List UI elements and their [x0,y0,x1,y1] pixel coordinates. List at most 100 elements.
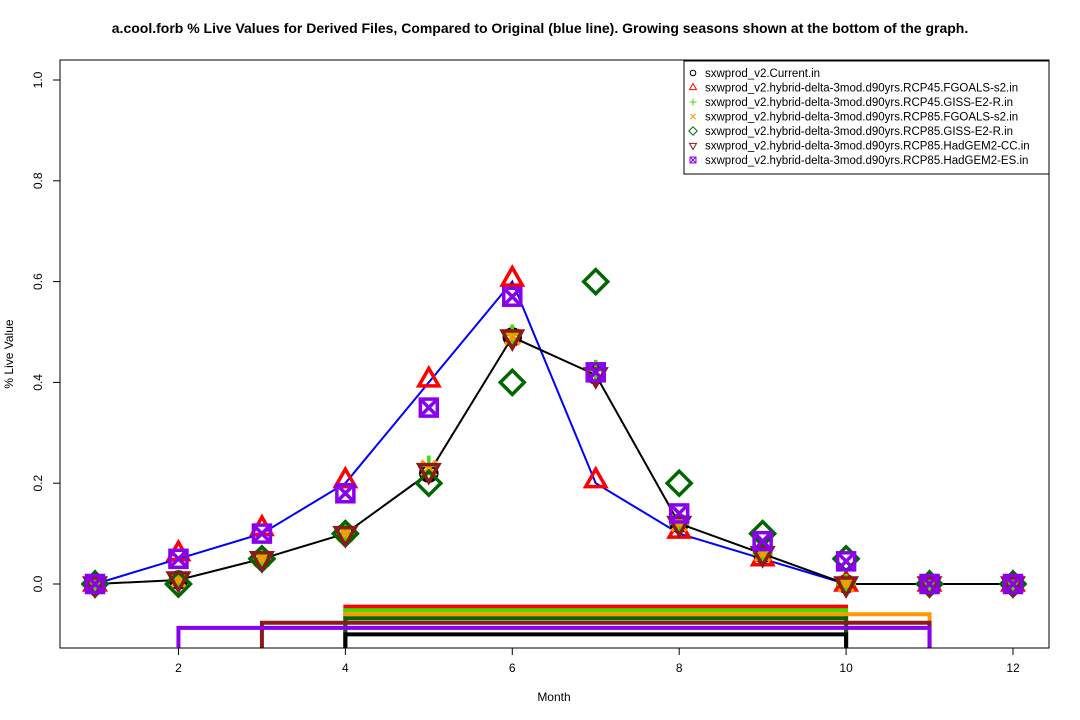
growing-season-bar [176,625,932,648]
data-point-shape [248,551,275,574]
chart-title: a.cool.forb % Live Values for Derived Fi… [111,20,969,36]
data-point [582,465,609,489]
data-point-shape [582,465,609,489]
data-point [919,573,940,595]
legend-marker-shape [688,142,698,151]
data-point-shape [752,530,773,552]
data-point-shape [502,286,523,307]
data-point-shape [415,462,442,486]
x-tick-label: 2 [175,661,182,675]
data-point-shape [499,264,526,287]
data-point [332,525,359,549]
data-point [499,329,526,353]
data-point-shape [833,576,860,600]
legend-label: sxwprod_v2.hybrid-delta-3mod.d90yrs.RCP4… [705,97,1013,109]
data-point-shape [748,519,778,549]
data-point-shape [419,397,439,418]
data-point-shape [669,503,689,524]
y-tick-label: 0.4 [31,374,45,391]
data-point-shape [502,286,523,307]
growing-season-bar [343,608,849,648]
data-point [835,551,857,572]
data-point-shape [585,362,606,383]
legend: sxwprod_v2.Current.in sxwprod_v2.hybrid-d… [683,60,1050,175]
data-point [418,397,440,418]
data-point [497,367,527,397]
data-point [833,576,860,600]
data-point-shape [418,397,440,418]
data-point [666,515,693,539]
data-point-shape [84,573,106,595]
data-point-shape [251,523,273,544]
data-point-shape [752,531,773,551]
data-point-shape [335,483,356,504]
legend-marker [688,82,698,91]
data-point-shape [165,571,192,594]
legend-label: sxwprod_v2.hybrid-delta-3mod.d90yrs.RCP8… [705,126,1013,138]
data-point-shape [919,573,940,595]
legend-marker [690,113,696,120]
data-point-shape [497,367,527,397]
data-point-shape [919,574,940,594]
data-point [1002,573,1024,595]
data-point [581,267,611,297]
data-point [668,503,690,524]
y-tick-label: 0.6 [31,273,45,290]
data-point-shape [335,483,356,504]
data-point-shape [85,574,105,594]
data-point [585,362,606,383]
legend-label: sxwprod_v2.hybrid-delta-3mod.d90yrs.RCP8… [705,112,1018,124]
data-point [251,523,273,544]
axis-layer: 2 4 6 8 10 12 0.0 0.2 0.4 0.6 0.8 1.0 [31,71,1020,675]
y-axis-label: % Live Value [2,319,16,388]
x-axis-label: Month [537,690,570,704]
data-point-shape [332,525,359,549]
data-point [748,519,778,549]
data-point-shape [415,364,442,388]
growing-season-bar [343,612,932,648]
data-point [664,468,694,498]
legend-marker [689,156,697,164]
data-point-shape [664,468,694,498]
data-point [414,468,444,498]
data-point-shape [749,546,776,569]
data-point [163,569,193,599]
legend-label: sxwprod_v2.Current.in [705,68,820,80]
growing-season-bar [259,620,932,648]
y-tick-label: 0.8 [31,172,45,189]
growing-season-bar [343,632,849,648]
legend-label: sxwprod_v2.hybrid-delta-3mod.d90yrs.RCP4… [705,83,1018,95]
data-point-shape [332,465,359,489]
legend-marker-shape [689,156,697,164]
data-point [165,571,192,594]
data-point [248,551,275,574]
data-point [168,548,189,570]
x-tick-label: 12 [1006,661,1020,675]
data-point-shape [168,548,189,570]
legend-label: sxwprod_v2.hybrid-delta-3mod.d90yrs.RCP8… [705,141,1030,153]
data-point-shape [252,523,272,544]
growing-season-bar [343,616,849,648]
legend-marker [689,69,697,77]
legend-marker-shape [688,82,698,91]
data-point [84,573,106,595]
data-point [749,546,776,569]
data-point [332,465,359,489]
data-point-shape [668,503,690,524]
y-tick-label: 1.0 [31,71,45,88]
data-point-shape [835,551,857,572]
x-tick-label: 10 [839,661,853,675]
data-point-shape [836,551,856,572]
data-point-shape [666,515,693,539]
data-point-shape [581,267,611,297]
legend-marker-shape [689,156,697,164]
y-tick-label: 0.2 [31,475,45,492]
data-point-shape [1003,574,1023,594]
legend-marker [688,142,698,151]
data-point [499,264,526,287]
data-point [752,530,773,552]
data-point-shape [168,549,189,569]
x-tick-label: 8 [676,661,683,675]
growing-season-bar [343,604,849,648]
